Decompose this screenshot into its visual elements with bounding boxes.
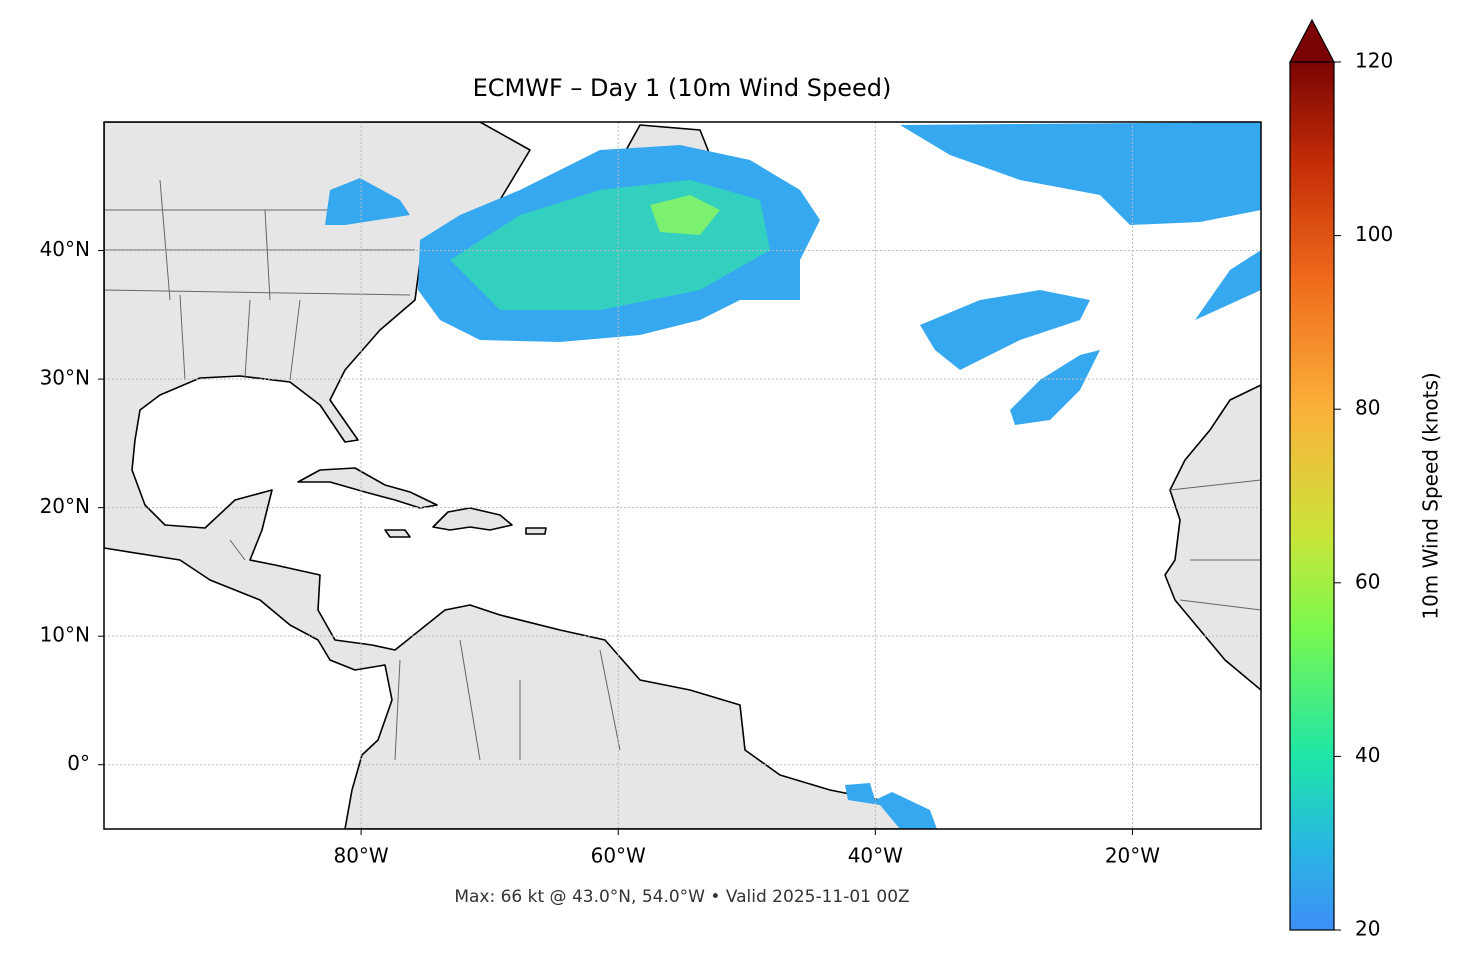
x-tick-label: 80°W xyxy=(333,844,388,868)
x-tick-label: 40°W xyxy=(848,844,903,868)
y-tick-label: 30°N xyxy=(40,366,90,390)
africa xyxy=(1164,384,1261,691)
y-tick-label: 0° xyxy=(67,751,90,775)
colorbar-tick-label: 120 xyxy=(1355,49,1393,73)
wind-area xyxy=(1010,350,1100,425)
wind-field xyxy=(325,122,1261,829)
wind-area xyxy=(1195,250,1261,320)
jamaica xyxy=(384,529,411,538)
wind-area xyxy=(920,290,1090,370)
colorbar-tick-label: 40 xyxy=(1355,743,1380,767)
colorbar-tick-label: 20 xyxy=(1355,917,1380,941)
colorbar-tick-label: 80 xyxy=(1355,396,1380,420)
colorbar-tick-label: 60 xyxy=(1355,569,1380,593)
y-tick-label: 10°N xyxy=(40,623,90,647)
y-tick-label: 20°N xyxy=(40,494,90,518)
puerto-rico xyxy=(525,527,547,535)
map xyxy=(104,122,1261,829)
title: ECMWF – Day 1 (10m Wind Speed) xyxy=(473,74,892,102)
wind-area xyxy=(325,178,410,225)
footer-note: Max: 66 kt @ 43.0°N, 54.0°W • Valid 2025… xyxy=(454,887,909,907)
colorbar-extend xyxy=(1289,18,1335,63)
borders xyxy=(104,179,1261,761)
hispaniola xyxy=(432,507,513,531)
map-frame xyxy=(103,121,1262,830)
colorbar-label: 10m Wind Speed (knots) xyxy=(1419,372,1443,619)
wind-area xyxy=(845,783,937,829)
wind-area xyxy=(900,122,1261,225)
wind-area xyxy=(650,195,720,235)
x-tick-label: 60°W xyxy=(591,844,646,868)
colorbar xyxy=(1289,61,1335,931)
y-tick-label: 40°N xyxy=(40,237,90,261)
axes: 80°W 60°W 40°W 20°W 0° 10°N 20°N 30°N 40°N 20 40 60… xyxy=(40,49,1394,941)
x-tick-label: 20°W xyxy=(1105,844,1160,868)
colorbar-tick-label: 100 xyxy=(1355,222,1393,246)
americas xyxy=(104,122,936,829)
cuba xyxy=(297,467,438,509)
